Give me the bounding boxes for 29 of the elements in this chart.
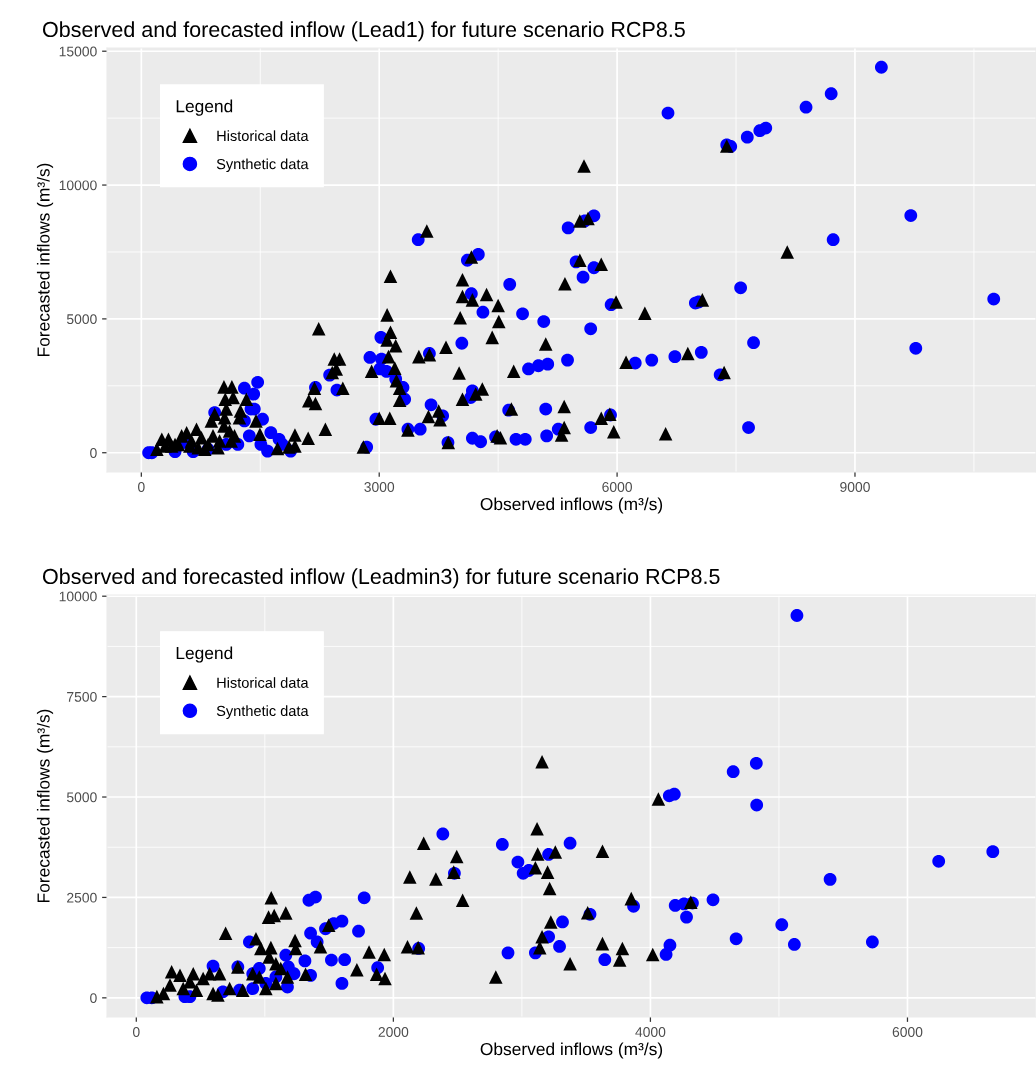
legend-label: Historical data bbox=[217, 130, 309, 142]
x-tick-label: 3000 bbox=[364, 482, 395, 492]
x-tick-label: 0 bbox=[132, 1027, 140, 1037]
chart-title: Observed and forecasted inflow (Lead1) for future scenario RCP8.5 bbox=[42, 21, 685, 42]
legend-label: Synthetic data bbox=[216, 158, 309, 173]
y-axis-title: Forecasted inflows (m³/s) bbox=[36, 709, 54, 903]
y-tick-label: 0 bbox=[90, 448, 97, 458]
x-axis-title: Observed inflows (m³/s) bbox=[480, 497, 663, 514]
y-tick-label: 0 bbox=[90, 993, 97, 1004]
y-tick-label: 10000 bbox=[59, 591, 97, 602]
y-tick-label: 2500 bbox=[67, 892, 97, 903]
legend-label: Synthetic data bbox=[216, 705, 309, 719]
y-tick-label: 7500 bbox=[67, 691, 97, 702]
x-tick-label: 6000 bbox=[602, 482, 632, 492]
y-tick-label: 5000 bbox=[66, 792, 97, 803]
y-axis-title: Forecasted inflows (m³/s) bbox=[36, 163, 54, 357]
legend-title: Legend bbox=[176, 99, 233, 116]
x-tick-label: 2000 bbox=[378, 1027, 409, 1037]
chart-title: Observed and forecasted inflow (Leadmin3) for future scenario RCP8.5 bbox=[42, 568, 720, 589]
y-tick-label: 15000 bbox=[59, 46, 97, 57]
x-tick-label: 9000 bbox=[840, 482, 870, 492]
x-tick-label: 0 bbox=[138, 482, 145, 492]
y-tick-label: 5000 bbox=[66, 314, 97, 325]
legend-title: Legend bbox=[176, 646, 233, 663]
x-tick-label: 6000 bbox=[892, 1027, 923, 1037]
x-axis-title: Observed inflows (m³/s) bbox=[480, 1042, 663, 1059]
y-tick-label: 10000 bbox=[59, 180, 97, 191]
legend-label: Historical data bbox=[217, 677, 309, 688]
x-tick-label: 4000 bbox=[635, 1027, 666, 1037]
